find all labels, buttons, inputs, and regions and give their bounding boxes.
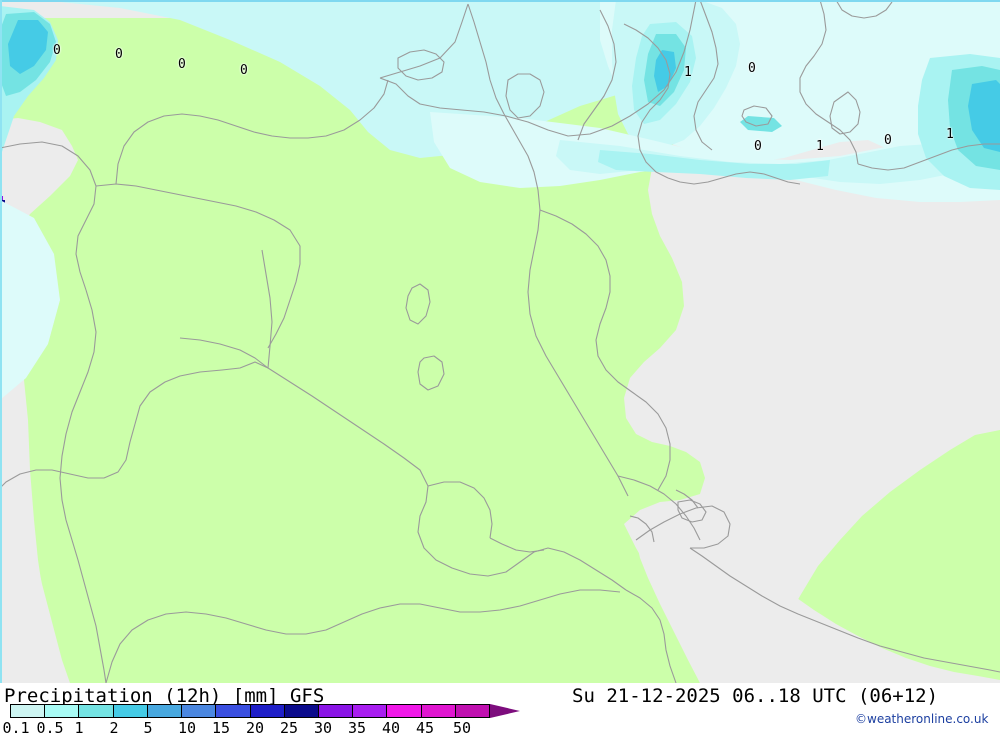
precip-blob-caspian-small <box>740 116 782 132</box>
legend-title: Precipitation (12h) [mm] GFS <box>4 685 325 707</box>
colorbar-tick: 0.1 <box>2 719 30 737</box>
colorbar-tick: 50 <box>452 719 472 737</box>
colorbar-tick: 25 <box>279 719 299 737</box>
colorbar-swatch[interactable] <box>455 705 490 717</box>
colorbar-swatch[interactable] <box>250 705 285 717</box>
frame-strip-top <box>0 0 1000 2</box>
colorbar-tick: 10 <box>177 719 197 737</box>
colorbar-tick-labels: 0.1 0.5 1 2 5 10 15 20 25 30 35 40 45 50 <box>0 719 520 737</box>
colorbar-tick: 2 <box>109 719 119 737</box>
colorbar-tick: 20 <box>245 719 265 737</box>
map-canvas <box>0 0 1000 683</box>
copyright-notice: ©weatheronline.co.uk <box>855 712 989 726</box>
contour-label: 0 <box>115 47 123 62</box>
contour-label: 1 <box>946 127 954 142</box>
colorbar-swatch[interactable] <box>387 705 422 717</box>
colorbar-swatch[interactable] <box>284 705 319 717</box>
precipitation-colorbar[interactable] <box>10 704 490 718</box>
colorbar-swatch[interactable] <box>421 705 456 717</box>
colorbar-swatch[interactable] <box>113 705 148 717</box>
colorbar-swatch[interactable] <box>147 705 183 717</box>
levant-coast-land <box>54 496 140 683</box>
colorbar-tick: 30 <box>313 719 333 737</box>
colorbar-tick: 35 <box>347 719 367 737</box>
precip-blob-ne-deepest <box>654 50 676 92</box>
model-run-info: Su 21-12-2025 06..18 UTC (06+12) <box>572 685 939 707</box>
colorbar-tick: 0.5 <box>36 719 64 737</box>
persian-gulf <box>636 500 1000 683</box>
colorbar-swatch[interactable] <box>182 705 217 717</box>
colorbar-swatch[interactable] <box>353 705 388 717</box>
contour-label: 0 <box>53 43 61 58</box>
precip-blob-cyprus-core <box>8 20 48 74</box>
land-mass-main <box>0 0 1000 683</box>
map-footer: Precipitation (12h) [mm] GFS Su 21-12-20… <box>0 683 1000 737</box>
contour-label: 0 <box>240 63 248 78</box>
colorbar-swatch[interactable] <box>79 705 114 717</box>
precipitation-map[interactable]: 0 0 0 0 1 0 0 1 0 1 <box>0 0 1000 683</box>
precip-stripe-faint <box>0 200 60 400</box>
precip-band-caspian-south-3 <box>598 150 830 180</box>
country-borders <box>0 0 1000 683</box>
colorbar-tick: 1 <box>74 719 84 737</box>
contour-label: 0 <box>884 133 892 148</box>
colorbar-tick: 5 <box>143 719 153 737</box>
colorbar-overflow-arrow <box>490 704 520 718</box>
colorbar-tick: 15 <box>211 719 231 737</box>
precip-band-east-3 <box>968 80 1000 152</box>
colorbar-swatch[interactable] <box>216 705 251 717</box>
colorbar-tick: 40 <box>381 719 401 737</box>
contour-label: 0 <box>748 61 756 76</box>
contour-label: 0 <box>754 139 762 154</box>
contour-label: 0 <box>178 57 186 72</box>
mediterranean-sea <box>0 136 70 683</box>
contour-label: 1 <box>816 139 824 154</box>
precip-band-caspian-south-2 <box>556 140 950 184</box>
colorbar-swatch[interactable] <box>45 705 80 717</box>
colorbar-tick: 45 <box>415 719 435 737</box>
colorbar-swatch[interactable] <box>11 705 46 717</box>
colorbar-swatch[interactable] <box>318 705 354 717</box>
frame-strip-left <box>0 0 2 683</box>
contour-label: 1 <box>684 65 692 80</box>
